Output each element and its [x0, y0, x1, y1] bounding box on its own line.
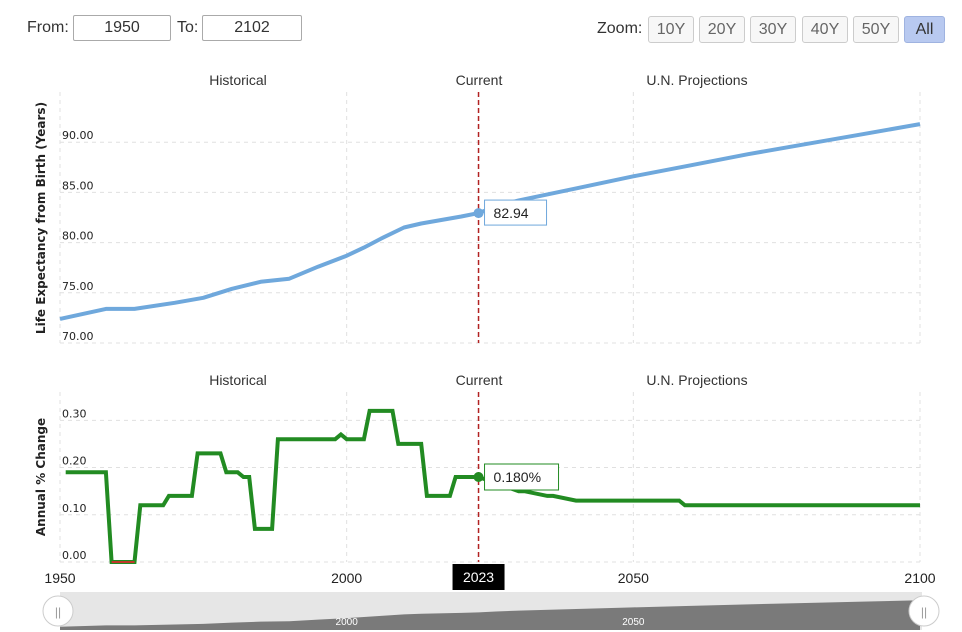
- y-tick-label: 90.00: [62, 129, 94, 142]
- annual-change-series-line: [65, 408, 920, 564]
- x-tick-label: 2000: [331, 570, 362, 586]
- top-current-point[interactable]: [473, 208, 484, 219]
- bottom-y-ticks: 0.00 0.10 0.20 0.30: [62, 407, 87, 562]
- top-y-ticks: 70.00 75.00 80.00 85.00 90.00: [62, 129, 94, 343]
- y-tick-label: 0.20: [62, 455, 87, 468]
- x-axis-ticks: 1950 2000 2050 2100: [44, 570, 935, 586]
- bottom-tooltip: 0.180%: [484, 463, 560, 491]
- top-chart-grid: [59, 92, 921, 344]
- current-year-label: 2023: [463, 569, 494, 585]
- navigator-left-handle[interactable]: [42, 595, 74, 627]
- from-label: From:: [27, 19, 69, 36]
- y-tick-label: 80.00: [62, 230, 94, 243]
- life-expectancy-series-line: [59, 122, 921, 321]
- zoom-all-button[interactable]: All: [904, 16, 945, 43]
- top-tooltip: 82.94: [484, 199, 548, 226]
- navigator-tick-label: 2050: [622, 617, 645, 628]
- top-section-historical: Historical: [209, 72, 267, 88]
- x-tick-label: 1950: [44, 570, 75, 586]
- navigator[interactable]: 2000 2050 || ||: [42, 592, 940, 630]
- to-year-input[interactable]: [202, 15, 302, 41]
- zoom-label: Zoom:: [597, 20, 643, 37]
- bottom-section-historical: Historical: [209, 372, 267, 388]
- bottom-current-point[interactable]: [473, 472, 484, 482]
- top-tooltip-value: 82.94: [494, 205, 529, 221]
- zoom-50y-button[interactable]: 50Y: [853, 16, 899, 43]
- x-tick-label: 2100: [904, 570, 935, 586]
- zoom-40y-button[interactable]: 40Y: [802, 16, 848, 43]
- to-label: To:: [177, 19, 199, 36]
- navigator-area: [60, 600, 920, 630]
- handle-grip-icon: ||: [55, 605, 61, 619]
- zoom-30y-button[interactable]: 30Y: [750, 16, 796, 43]
- bottom-section-projections: U.N. Projections: [646, 372, 747, 388]
- current-year-badge: [452, 564, 505, 590]
- x-tick-label: 2050: [618, 570, 649, 586]
- bottom-section-current: Current: [456, 372, 503, 388]
- y-tick-label: 70.00: [62, 330, 94, 343]
- y-tick-label: 0.00: [62, 549, 87, 562]
- navigator-ticks: 2000 2050: [336, 617, 645, 628]
- zoom-20y-button[interactable]: 20Y: [699, 16, 745, 43]
- navigator-right-handle[interactable]: [908, 595, 940, 627]
- navigator-tick-label: 2000: [336, 617, 359, 628]
- bottom-y-axis-title: Annual % Change: [34, 418, 48, 536]
- bottom-tooltip-value: 0.180%: [494, 469, 541, 485]
- top-section-current: Current: [456, 72, 503, 88]
- y-tick-label: 0.30: [62, 407, 87, 420]
- zoom-10y-button[interactable]: 10Y: [648, 16, 694, 43]
- top-section-projections: U.N. Projections: [646, 72, 747, 88]
- handle-grip-icon: ||: [921, 605, 927, 619]
- y-tick-label: 0.10: [62, 502, 87, 515]
- y-tick-label: 85.00: [62, 179, 94, 192]
- y-tick-label: 75.00: [62, 280, 94, 293]
- top-y-axis-title: Life Expectancy from Birth (Years): [34, 102, 48, 334]
- from-year-input[interactable]: [73, 15, 171, 41]
